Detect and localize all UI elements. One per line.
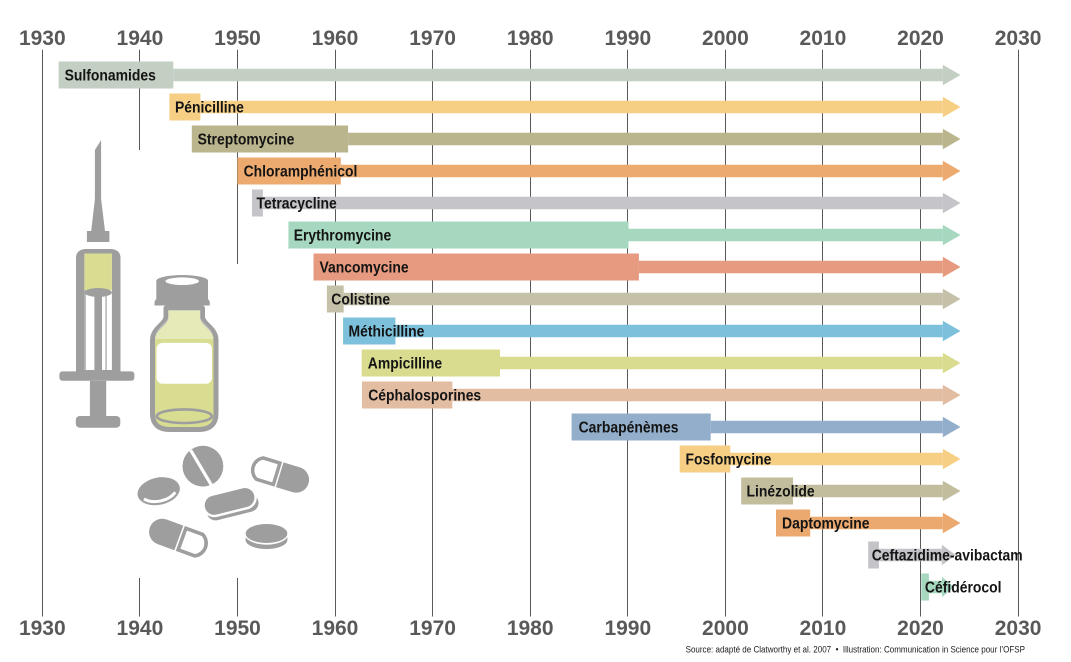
svg-text:1980: 1980 — [507, 617, 554, 640]
svg-text:Streptomycine: Streptomycine — [198, 132, 295, 149]
svg-text:Daptomycine: Daptomycine — [782, 516, 870, 533]
svg-text:1960: 1960 — [312, 27, 359, 50]
svg-text:Céfidérocol: Céfidérocol — [925, 580, 1002, 597]
svg-text:1990: 1990 — [604, 617, 651, 640]
svg-text:1970: 1970 — [409, 617, 456, 640]
svg-text:2030: 2030 — [995, 617, 1042, 640]
svg-text:Sulfonamides: Sulfonamides — [65, 68, 156, 85]
svg-text:1980: 1980 — [507, 27, 554, 50]
svg-text:Chloramphénicol: Chloramphénicol — [244, 164, 358, 181]
svg-text:2010: 2010 — [800, 27, 847, 50]
svg-text:1930: 1930 — [19, 617, 66, 640]
svg-text:1950: 1950 — [214, 27, 261, 50]
svg-text:Ceftazidime-avibactam: Ceftazidime-avibactam — [872, 548, 1023, 565]
svg-text:1960: 1960 — [312, 617, 359, 640]
svg-text:1990: 1990 — [604, 27, 651, 50]
svg-text:1970: 1970 — [409, 27, 456, 50]
svg-text:Pénicilline: Pénicilline — [175, 100, 244, 117]
svg-text:Vancomycine: Vancomycine — [320, 260, 409, 277]
svg-text:2000: 2000 — [702, 27, 749, 50]
svg-text:Céphalosporines: Céphalosporines — [368, 388, 481, 405]
svg-text:Carbapénèmes: Carbapénèmes — [579, 420, 679, 437]
svg-text:Tetracycline: Tetracycline — [257, 196, 337, 213]
svg-text:1940: 1940 — [117, 617, 164, 640]
svg-text:Source: adapté de Clatworthy e: Source: adapté de Clatworthy et al. 2007… — [686, 644, 1025, 654]
svg-text:2020: 2020 — [897, 27, 944, 50]
svg-text:1950: 1950 — [214, 617, 261, 640]
svg-text:2000: 2000 — [702, 617, 749, 640]
svg-text:Linézolide: Linézolide — [747, 484, 815, 501]
svg-text:Méthicilline: Méthicilline — [349, 324, 425, 341]
svg-text:2010: 2010 — [800, 617, 847, 640]
svg-text:2030: 2030 — [995, 27, 1042, 50]
svg-text:Erythromycine: Erythromycine — [294, 228, 392, 245]
svg-text:1930: 1930 — [19, 27, 66, 50]
svg-text:Ampicilline: Ampicilline — [368, 356, 442, 373]
svg-text:1940: 1940 — [117, 27, 164, 50]
svg-text:Fosfomycine: Fosfomycine — [686, 452, 772, 469]
svg-text:Colistine: Colistine — [331, 292, 390, 309]
svg-text:2020: 2020 — [897, 617, 944, 640]
